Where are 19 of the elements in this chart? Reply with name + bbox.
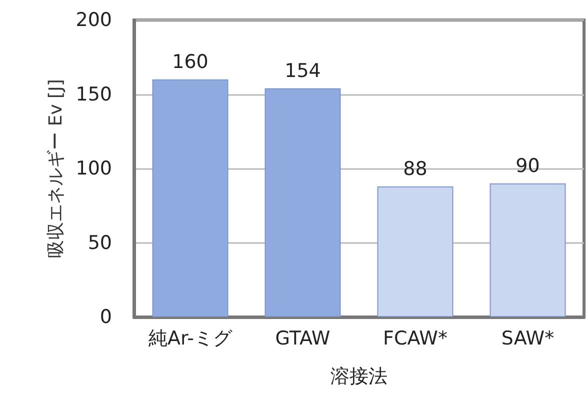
bar — [264, 88, 341, 317]
y-tick-label: 0 — [100, 306, 112, 328]
y-tick-label: 50 — [88, 232, 112, 254]
x-tick-label: 純Ar-ミグ — [148, 328, 233, 350]
y-axis-title: 吸収エネルギー Ev [J] — [45, 79, 66, 258]
bar — [377, 186, 454, 317]
data-label: 154 — [284, 60, 321, 82]
x-tick-label: GTAW — [275, 328, 330, 350]
data-label: 160 — [172, 50, 208, 73]
bar — [490, 183, 566, 317]
data-label: 90 — [516, 154, 540, 177]
data-label: 88 — [403, 158, 428, 180]
y-tick-label: 100 — [76, 158, 112, 180]
bar — [152, 79, 228, 317]
x-tick-label: FCAW* — [383, 328, 448, 350]
x-tick-label: SAW* — [501, 328, 554, 350]
x-axis-title: 溶接法 — [330, 366, 388, 388]
y-tick-label: 200 — [76, 9, 112, 31]
y-tick-label: 150 — [76, 83, 112, 106]
